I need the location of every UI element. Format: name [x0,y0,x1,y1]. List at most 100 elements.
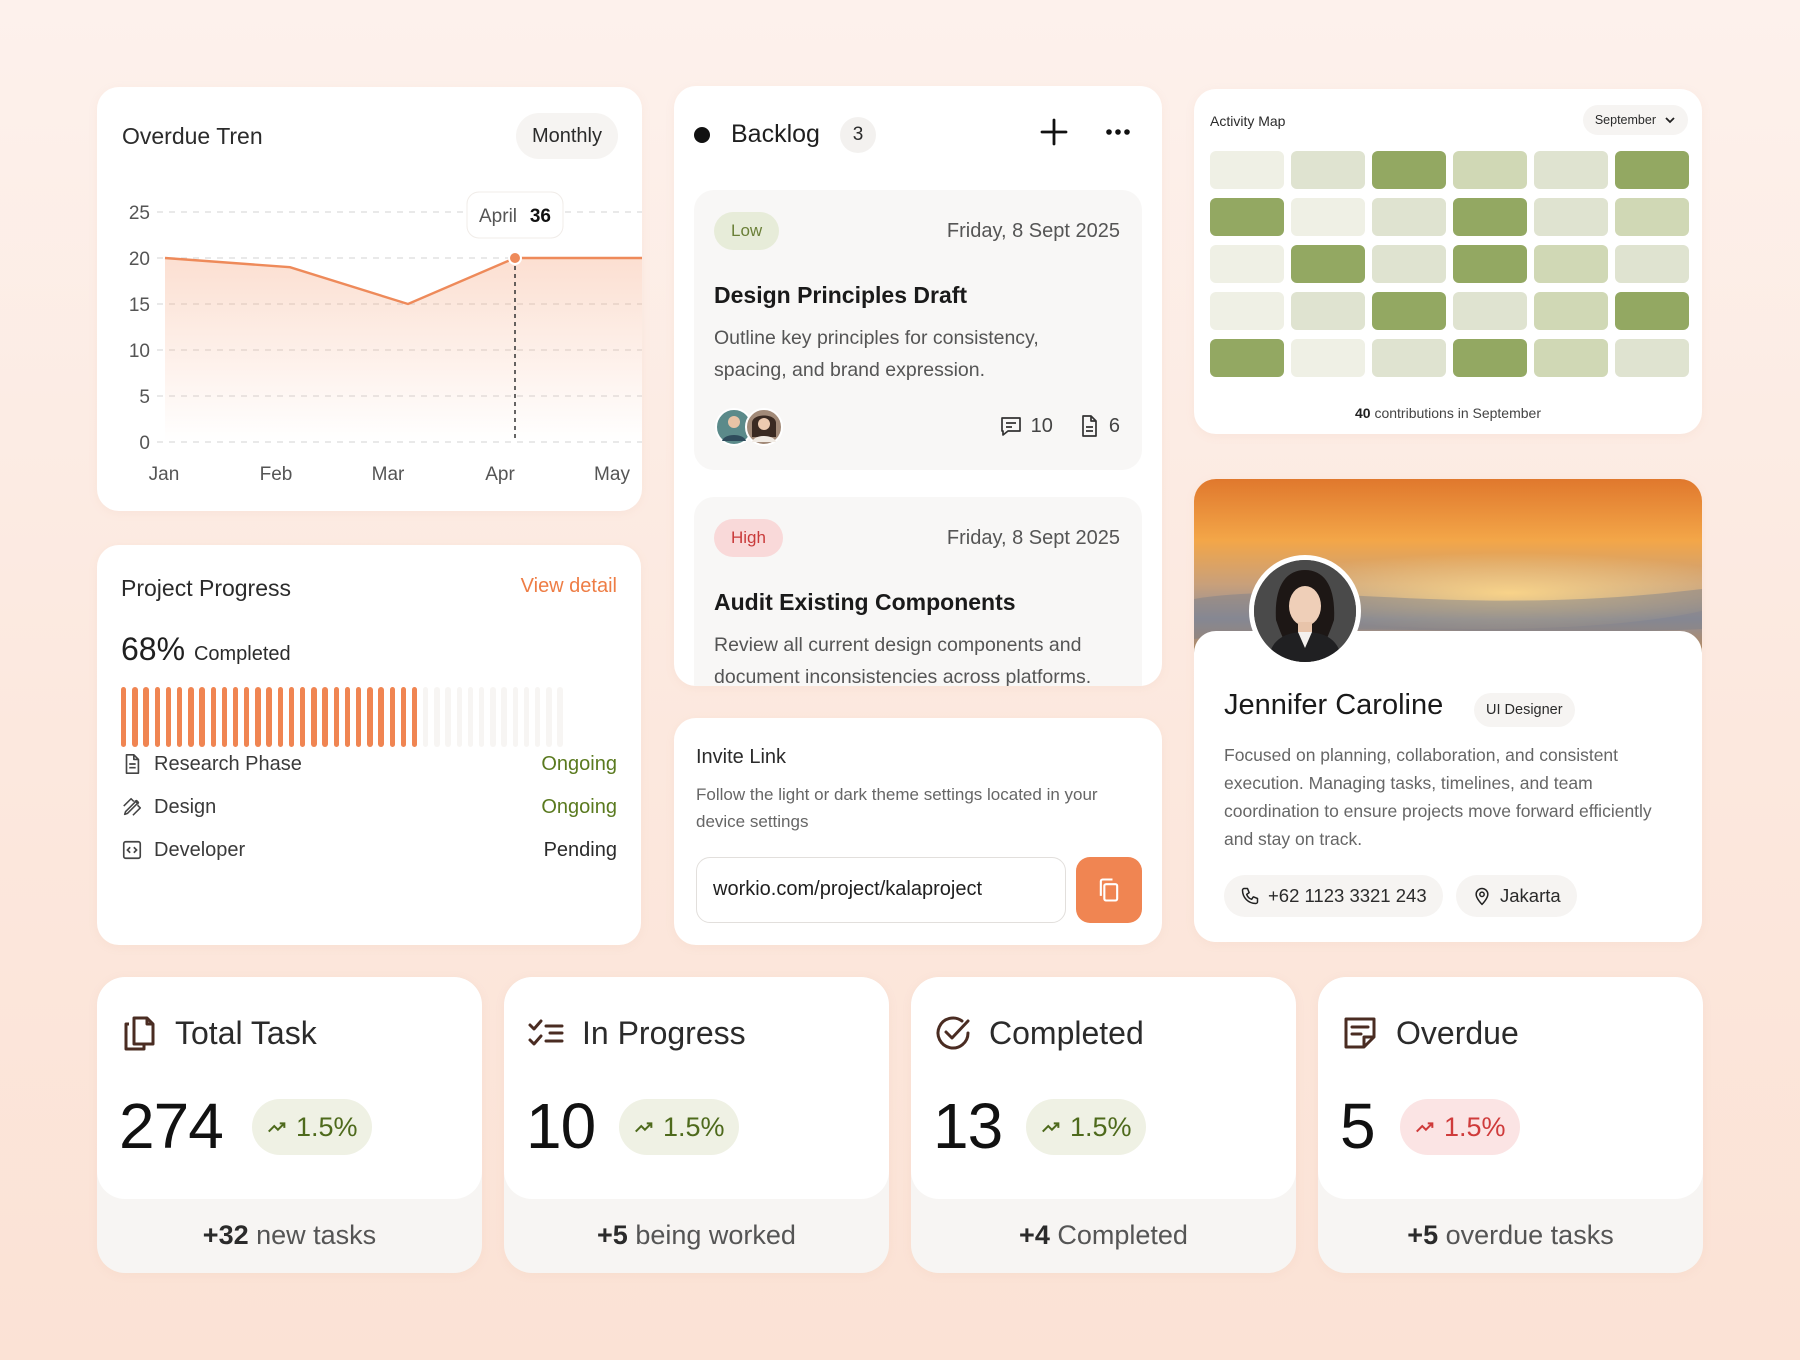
activity-cell[interactable] [1210,151,1284,189]
progress-segment [255,687,261,747]
x-tick-label: Mar [372,464,405,485]
trend-badge: 1.5% [619,1099,739,1155]
activity-cell[interactable] [1291,245,1365,283]
phase-row-research: Research Phase Ongoing [121,750,617,778]
trend-badge: 1.5% [1026,1099,1146,1155]
activity-cell[interactable] [1534,245,1608,283]
phase-name: Developer [154,838,246,861]
progress-title: Project Progress [121,575,292,601]
activity-cell[interactable] [1453,339,1527,377]
activity-cell[interactable] [1615,151,1689,189]
stat-card-top: Overdue 5 1.5% [1318,977,1703,1199]
activity-cell[interactable] [1615,292,1689,330]
activity-cell[interactable] [1615,245,1689,283]
phone-number: +62 1123 3321 243 [1268,885,1427,906]
location-chip[interactable]: Jakarta [1456,875,1577,917]
y-tick-label: 15 [129,295,150,316]
activity-cell[interactable] [1372,292,1446,330]
series-area [165,258,642,442]
stat-value: 13 [933,1090,1003,1162]
task-card[interactable]: Low Friday, 8 Sept 2025 Design Principle… [694,190,1142,470]
progress-segment [132,687,138,747]
progress-segment [490,687,496,747]
backlog-card: Backlog 3 Low Friday, 8 Sept 2025 Design… [674,86,1162,686]
stat-card-in-progress[interactable]: In Progress 10 1.5% +5 being worked [504,977,889,1273]
copy-button[interactable] [1076,857,1142,923]
priority-tag: High [714,519,783,557]
more-icon[interactable] [1102,116,1134,148]
activity-cell[interactable] [1210,198,1284,236]
progress-segment [165,687,172,747]
copy-icon [1099,878,1119,902]
progress-segment [546,687,552,747]
trending-up-icon [635,1122,653,1133]
activity-cell[interactable] [1453,245,1527,283]
activity-cell[interactable] [1291,198,1365,236]
x-tick-label: Apr [485,464,515,485]
avatar [1249,555,1361,667]
progress-segment [288,687,295,747]
trend-value: 1.5% [1070,1111,1132,1142]
backlog-count-badge: 3 [840,117,876,153]
activity-cell[interactable] [1291,339,1365,377]
activity-cell[interactable] [1210,245,1284,283]
status-dot [694,127,710,143]
series-line [164,256,642,306]
x-tick-label: Jan [149,464,180,485]
stat-value: 274 [119,1090,224,1162]
progress-segment [188,687,194,747]
progress-segment [501,687,507,747]
activity-cell[interactable] [1534,198,1608,236]
stat-title: In Progress [582,1015,746,1051]
stat-card-overdue[interactable]: Overdue 5 1.5% +5 overdue tasks [1318,977,1703,1273]
activity-cell[interactable] [1453,292,1527,330]
progress-segment [176,687,183,747]
activity-cell[interactable] [1453,151,1527,189]
stat-value: 5 [1340,1090,1376,1162]
tooltip-label: April [479,206,517,227]
activity-cell[interactable] [1210,292,1284,330]
code-icon [122,840,142,860]
progress-segment [378,687,384,747]
activity-cell[interactable] [1372,151,1446,189]
month-dropdown[interactable]: September [1582,105,1688,135]
view-detail-link[interactable]: View detail [520,575,617,597]
delta-value: +32 [202,1220,249,1250]
progress-bar [121,687,617,747]
stat-footer: +32 new tasks [97,1220,482,1251]
invite-link-field[interactable]: workio.com/project/kalaproject [696,857,1066,923]
task-card[interactable]: High Friday, 8 Sept 2025 Audit Existing … [694,497,1142,686]
activity-cell[interactable] [1372,198,1446,236]
stat-card-completed[interactable]: Completed 13 1.5% +4 Completed [911,977,1296,1273]
phase-row-developer: Developer Pending [121,836,617,864]
stat-card-top: In Progress 10 1.5% [504,977,889,1199]
trend-chart: 25 20 15 10 5 0 Jan Feb Mar Apr May April 36 [129,191,642,485]
stat-card-total-task[interactable]: Total Task 274 1.5% +32 new tasks [97,977,482,1273]
period-dropdown[interactable]: Monthly [515,113,618,159]
activity-cell[interactable] [1291,151,1365,189]
activity-cell[interactable] [1615,198,1689,236]
progress-segment [467,687,474,747]
task-date: Friday, 8 Sept 2025 [946,527,1120,549]
plus-icon[interactable] [1038,116,1070,148]
progress-segment [367,687,373,747]
activity-cell[interactable] [1615,339,1689,377]
task-description: Outline key principles for consistency, … [714,327,1039,381]
invite-link-card: Invite Link Follow the light or dark the… [674,718,1162,945]
stat-card-top: Total Task 274 1.5% [97,977,482,1199]
activity-cell[interactable] [1372,245,1446,283]
activity-cell[interactable] [1534,339,1608,377]
y-tick-label: 5 [139,387,150,408]
activity-cell[interactable] [1291,292,1365,330]
project-progress-card: Project Progress View detail 68% Complet… [97,545,641,945]
activity-cell[interactable] [1534,292,1608,330]
phone-chip[interactable]: +62 1123 3321 243 [1224,875,1443,917]
phase-status: Ongoing [541,795,617,818]
progress-segment [154,687,160,747]
activity-cell[interactable] [1210,339,1284,377]
activity-cell[interactable] [1453,198,1527,236]
activity-cell[interactable] [1372,339,1446,377]
progress-segment [221,687,228,747]
phase-row-design: Design Ongoing [121,793,617,821]
activity-cell[interactable] [1534,151,1608,189]
